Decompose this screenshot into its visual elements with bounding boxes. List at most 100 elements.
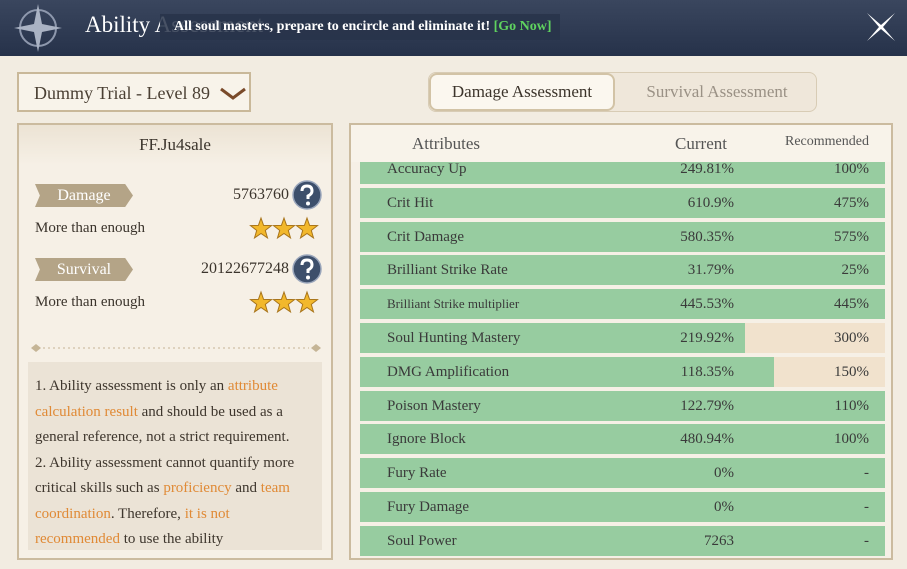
attribute-row: Accuracy Up 249.81% 100% bbox=[360, 162, 885, 184]
attribute-name: DMG Amplification bbox=[387, 363, 510, 380]
recommended-value: 110% bbox=[834, 397, 869, 414]
recommended-value: - bbox=[864, 499, 869, 515]
dropdown-label: Dummy Trial - Level 89 bbox=[34, 83, 210, 103]
note: 1. Ability assessment is only an attribu… bbox=[35, 374, 316, 451]
stat-tag: Survival bbox=[35, 258, 133, 281]
current-value: 249.81% bbox=[680, 162, 734, 177]
attribute-row: Soul Power 7263 - bbox=[360, 525, 885, 556]
star bbox=[249, 216, 273, 240]
player-name: FF.Ju4sale bbox=[139, 135, 211, 154]
stat-tag: Damage bbox=[35, 184, 133, 207]
note-text: . Therefore, bbox=[110, 505, 185, 522]
column-header: Attributes bbox=[412, 134, 480, 153]
stat-value: 5763760 bbox=[233, 186, 289, 203]
note-highlight: proficiency bbox=[163, 480, 232, 496]
current-value: 219.92% bbox=[680, 330, 734, 346]
announcement[interactable]: All soul masters, prepare to encircle an… bbox=[160, 14, 560, 40]
level-dropdown[interactable]: Dummy Trial - Level 89 bbox=[17, 72, 251, 112]
progress-fill bbox=[360, 492, 885, 522]
attribute-row: Fury Damage 0% - bbox=[360, 492, 885, 522]
star bbox=[295, 290, 319, 314]
recommended-value: - bbox=[864, 532, 869, 549]
recommended-value: 475% bbox=[834, 194, 869, 211]
attribute-name: Brilliant Strike multiplier bbox=[387, 296, 520, 312]
current-value: 0% bbox=[714, 465, 734, 482]
current-value: 610.9% bbox=[687, 194, 734, 211]
attribute-row: Brilliant Strike Rate 31.79% 25% bbox=[360, 255, 885, 286]
attribute-name: Soul Power bbox=[387, 532, 457, 549]
recommended-value: 25% bbox=[841, 262, 870, 279]
announcement-text: All soul masters, prepare to encircle an… bbox=[174, 19, 491, 34]
attribute-row: DMG Amplification 118.35% 150% bbox=[360, 356, 885, 387]
table-body: Accuracy Up 249.81% 100% Crit Hit 610.9% 475%… bbox=[360, 162, 885, 557]
recommended-value: - bbox=[864, 465, 869, 482]
attribute-name: Ignore Block bbox=[387, 431, 466, 448]
emblem bbox=[14, 4, 62, 52]
verdict: More than enough bbox=[35, 294, 145, 310]
star bbox=[272, 290, 296, 314]
note-text: 1. Ability assessment is only an bbox=[35, 378, 228, 394]
tab-bar: Damage Assessment Survival Assessment bbox=[428, 72, 817, 112]
recommended-value: 445% bbox=[834, 296, 869, 313]
help-icon[interactable] bbox=[292, 254, 322, 284]
progress-fill bbox=[360, 255, 885, 286]
attribute-row: Crit Hit 610.9% 475% bbox=[360, 187, 885, 218]
attribute-row: Ignore Block 480.94% 100% bbox=[360, 424, 885, 455]
progress-fill bbox=[360, 525, 885, 556]
recommended-value: 300% bbox=[834, 330, 869, 346]
star bbox=[295, 216, 319, 240]
go-now-link[interactable]: [Go Now] bbox=[493, 19, 552, 34]
note: 2. Ability assessment cannot quantify mo… bbox=[35, 451, 316, 551]
column-header: Recommended bbox=[785, 134, 869, 149]
stars bbox=[249, 216, 319, 240]
attribute-name: Accuracy Up bbox=[387, 162, 467, 177]
note-text: and should be used as a general referenc… bbox=[35, 403, 290, 446]
close-button[interactable] bbox=[862, 8, 900, 46]
progress-fill bbox=[360, 390, 885, 421]
recommended-value: 150% bbox=[834, 363, 869, 380]
attribute-name: Crit Damage bbox=[387, 228, 465, 245]
table-header bbox=[351, 125, 891, 162]
note-text: and bbox=[231, 480, 261, 496]
tab[interactable]: Damage Assessment bbox=[429, 73, 615, 111]
divider bbox=[31, 344, 321, 352]
star bbox=[249, 290, 273, 314]
attribute-name: Fury Damage bbox=[387, 499, 470, 515]
top-bar: Ability Assessment All soul masters, pre… bbox=[0, 0, 907, 56]
current-value: 445.53% bbox=[680, 296, 734, 313]
attribute-row: Fury Rate 0% - bbox=[360, 458, 885, 489]
attribute-row: Soul Hunting Mastery 219.92% 300% bbox=[360, 323, 885, 353]
progress-fill bbox=[360, 323, 745, 353]
attribute-row: Crit Damage 580.35% 575% bbox=[360, 221, 885, 252]
attribute-name: Brilliant Strike Rate bbox=[387, 262, 508, 279]
recommended-value: 575% bbox=[834, 228, 869, 245]
attribute-name: Fury Rate bbox=[387, 465, 447, 482]
chevron bbox=[220, 87, 246, 100]
note-highlight: team coordination bbox=[35, 480, 290, 522]
attribute-name: Poison Mastery bbox=[387, 397, 481, 414]
current-value: 0% bbox=[714, 499, 734, 515]
recommended-value: 100% bbox=[834, 431, 869, 448]
help-icon[interactable] bbox=[292, 180, 322, 210]
progress-fill bbox=[360, 424, 885, 455]
current-value: 31.79% bbox=[687, 262, 734, 279]
progress-fill bbox=[360, 162, 885, 184]
current-value: 7263 bbox=[704, 532, 734, 549]
notes: 1. Ability assessment is only an attribu… bbox=[28, 362, 322, 550]
attribute-name: Soul Hunting Mastery bbox=[387, 330, 521, 346]
recommended-value: 100% bbox=[834, 162, 869, 177]
note-highlight: it is not recommended bbox=[35, 505, 230, 548]
tab[interactable]: Survival Assessment bbox=[646, 82, 788, 101]
stat-value: 20122677248 bbox=[201, 260, 289, 277]
star bbox=[272, 216, 296, 240]
current-value: 118.35% bbox=[680, 363, 734, 380]
stars bbox=[249, 290, 319, 314]
attribute-row: Poison Mastery 122.79% 110% bbox=[360, 390, 885, 421]
verdict: More than enough bbox=[35, 220, 145, 236]
attribute-row: Brilliant Strike multiplier 445.53% 445% bbox=[360, 289, 885, 320]
note-text: 2. Ability assessment cannot quantify mo… bbox=[35, 454, 295, 497]
column-header: Current bbox=[675, 134, 727, 153]
progress-fill bbox=[360, 221, 885, 252]
current-value: 580.35% bbox=[680, 228, 734, 245]
attribute-name: Crit Hit bbox=[387, 194, 434, 211]
